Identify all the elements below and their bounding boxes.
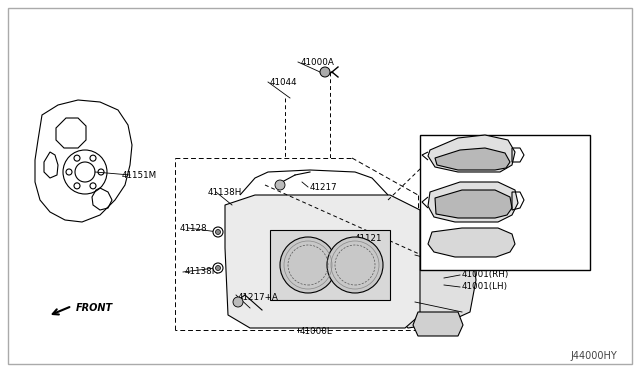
Circle shape bbox=[216, 230, 221, 234]
Text: 41000K: 41000K bbox=[493, 187, 527, 196]
Polygon shape bbox=[428, 228, 515, 257]
Text: 41138H: 41138H bbox=[208, 187, 243, 196]
Polygon shape bbox=[428, 182, 518, 222]
Circle shape bbox=[320, 67, 330, 77]
Polygon shape bbox=[435, 148, 510, 170]
Circle shape bbox=[327, 237, 383, 293]
Circle shape bbox=[216, 266, 221, 270]
Circle shape bbox=[213, 263, 223, 273]
Text: 41121: 41121 bbox=[355, 234, 383, 243]
Text: 41001(LH): 41001(LH) bbox=[462, 282, 508, 292]
Bar bbox=[420, 135, 590, 270]
Polygon shape bbox=[390, 205, 476, 328]
Text: 41000L: 41000L bbox=[300, 327, 333, 337]
Polygon shape bbox=[270, 230, 390, 300]
Text: 41000A: 41000A bbox=[301, 58, 335, 67]
Circle shape bbox=[233, 297, 243, 307]
Polygon shape bbox=[413, 312, 463, 336]
Text: FRONT: FRONT bbox=[76, 303, 113, 313]
Circle shape bbox=[275, 180, 285, 190]
Polygon shape bbox=[428, 135, 515, 172]
Text: 41217: 41217 bbox=[310, 183, 338, 192]
Circle shape bbox=[213, 227, 223, 237]
Text: 41128: 41128 bbox=[180, 224, 207, 232]
Text: 41080K: 41080K bbox=[553, 211, 587, 219]
Circle shape bbox=[280, 237, 336, 293]
Polygon shape bbox=[435, 190, 512, 218]
Text: 41044: 41044 bbox=[270, 77, 298, 87]
Text: 41001(RH): 41001(RH) bbox=[462, 270, 509, 279]
Polygon shape bbox=[225, 195, 420, 328]
Text: J44000HY: J44000HY bbox=[570, 351, 617, 361]
Text: 41138H: 41138H bbox=[185, 267, 220, 276]
Text: 41217+A: 41217+A bbox=[238, 294, 279, 302]
Text: 41151M: 41151M bbox=[122, 170, 157, 180]
